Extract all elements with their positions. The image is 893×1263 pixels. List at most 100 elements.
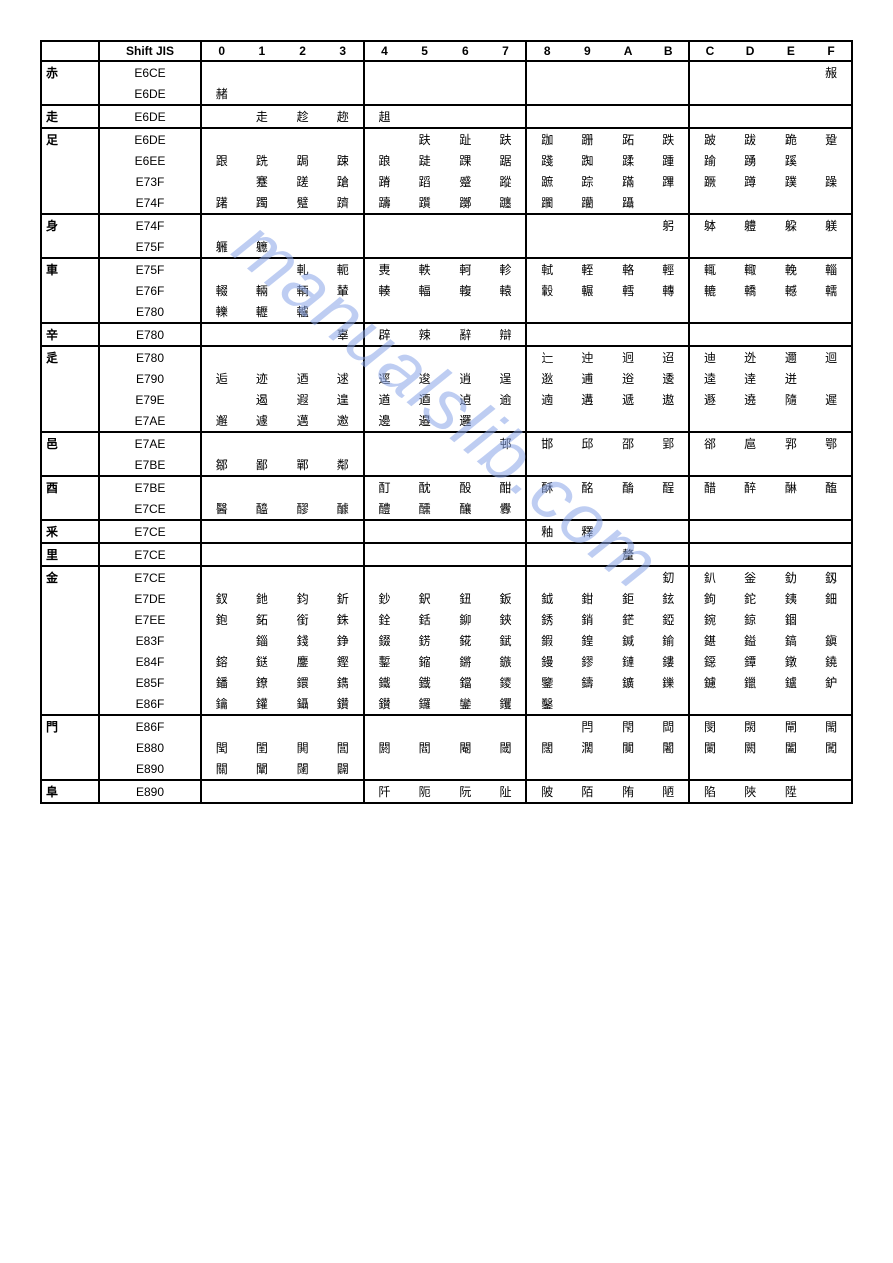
- char-cell: [404, 105, 445, 128]
- table-row: 酉E7BE酊酖酘酣酥酩酳酲醋醉醂醢: [41, 476, 852, 498]
- char-cell: 鑛: [608, 672, 649, 693]
- char-cell: 釶: [242, 588, 283, 609]
- sjis-cell: E74F: [99, 214, 201, 236]
- sjis-cell: E7CE: [99, 543, 201, 566]
- char-cell: 逕: [364, 368, 405, 389]
- radical-cell: 釆: [41, 520, 99, 543]
- char-cell: 濶: [567, 737, 608, 758]
- char-cell: 閘: [770, 715, 811, 737]
- table-row: 里E7CE釐: [41, 543, 852, 566]
- char-cell: 醪: [282, 498, 323, 520]
- char-cell: [770, 498, 811, 520]
- char-cell: [648, 323, 689, 346]
- char-cell: 鑒: [526, 672, 567, 693]
- header-col: 7: [486, 41, 527, 61]
- char-cell: [648, 105, 689, 128]
- char-cell: [648, 410, 689, 432]
- char-cell: [811, 758, 852, 780]
- char-cell: [526, 83, 567, 105]
- char-cell: [689, 454, 730, 476]
- char-cell: 蹊: [770, 150, 811, 171]
- char-cell: [404, 454, 445, 476]
- char-cell: 軛: [323, 258, 364, 280]
- char-cell: [486, 566, 527, 588]
- char-cell: [486, 301, 527, 323]
- char-cell: 銜: [282, 609, 323, 630]
- char-cell: 閹: [445, 737, 486, 758]
- char-cell: [730, 693, 771, 715]
- char-cell: 鄰: [323, 454, 364, 476]
- char-cell: [770, 61, 811, 83]
- header-col: F: [811, 41, 852, 61]
- radical-cell: 金: [41, 566, 99, 715]
- char-cell: [811, 301, 852, 323]
- char-cell: 鍮: [648, 630, 689, 651]
- char-cell: [323, 214, 364, 236]
- char-cell: 鄒: [201, 454, 242, 476]
- char-cell: [364, 236, 405, 258]
- char-cell: [282, 346, 323, 368]
- char-cell: 鉐: [242, 609, 283, 630]
- char-cell: 闕: [730, 737, 771, 758]
- char-cell: 轌: [608, 280, 649, 301]
- char-cell: 辜: [323, 323, 364, 346]
- char-cell: 銖: [323, 609, 364, 630]
- char-cell: [608, 105, 649, 128]
- header-col: C: [689, 41, 730, 61]
- sjis-cell: E6DE: [99, 83, 201, 105]
- char-cell: 軣: [364, 258, 405, 280]
- char-cell: [404, 758, 445, 780]
- char-cell: 迸: [770, 368, 811, 389]
- char-cell: 迚: [567, 346, 608, 368]
- char-cell: 轎: [730, 280, 771, 301]
- char-cell: 迢: [648, 346, 689, 368]
- char-cell: [323, 432, 364, 454]
- char-cell: 錮: [770, 609, 811, 630]
- sjis-cell: E7AE: [99, 410, 201, 432]
- char-cell: 跫: [811, 128, 852, 150]
- char-cell: [404, 520, 445, 543]
- char-cell: 釿: [323, 588, 364, 609]
- char-cell: [445, 236, 486, 258]
- char-cell: [445, 758, 486, 780]
- char-cell: 迯: [730, 346, 771, 368]
- char-cell: 輾: [567, 280, 608, 301]
- char-cell: 赧: [811, 61, 852, 83]
- char-cell: 躪: [567, 192, 608, 214]
- char-cell: 酊: [364, 476, 405, 498]
- char-cell: 鈬: [404, 588, 445, 609]
- char-cell: 蹠: [526, 171, 567, 192]
- char-cell: [567, 454, 608, 476]
- char-cell: 鄙: [242, 454, 283, 476]
- char-cell: [404, 346, 445, 368]
- char-cell: 鎭: [811, 630, 852, 651]
- char-cell: 鐓: [770, 651, 811, 672]
- char-cell: 輜: [811, 258, 852, 280]
- char-cell: 軅: [201, 236, 242, 258]
- char-cell: [770, 192, 811, 214]
- char-cell: [811, 543, 852, 566]
- char-cell: [404, 543, 445, 566]
- char-cell: [323, 83, 364, 105]
- char-cell: 躅: [242, 192, 283, 214]
- char-cell: 醺: [404, 498, 445, 520]
- char-cell: [364, 715, 405, 737]
- char-cell: [567, 61, 608, 83]
- char-cell: [770, 543, 811, 566]
- char-cell: 遘: [567, 389, 608, 410]
- char-cell: [486, 105, 527, 128]
- char-cell: [689, 693, 730, 715]
- radical-cell: 酉: [41, 476, 99, 520]
- char-cell: [242, 214, 283, 236]
- sjis-cell: E75F: [99, 236, 201, 258]
- char-cell: [730, 454, 771, 476]
- char-cell: 遽: [242, 410, 283, 432]
- char-cell: [404, 214, 445, 236]
- char-cell: 逑: [323, 368, 364, 389]
- char-cell: 跋: [730, 128, 771, 150]
- char-cell: 蹶: [689, 171, 730, 192]
- char-cell: [404, 83, 445, 105]
- char-cell: 蹕: [648, 171, 689, 192]
- sjis-cell: E7AE: [99, 432, 201, 454]
- char-cell: 錵: [445, 630, 486, 651]
